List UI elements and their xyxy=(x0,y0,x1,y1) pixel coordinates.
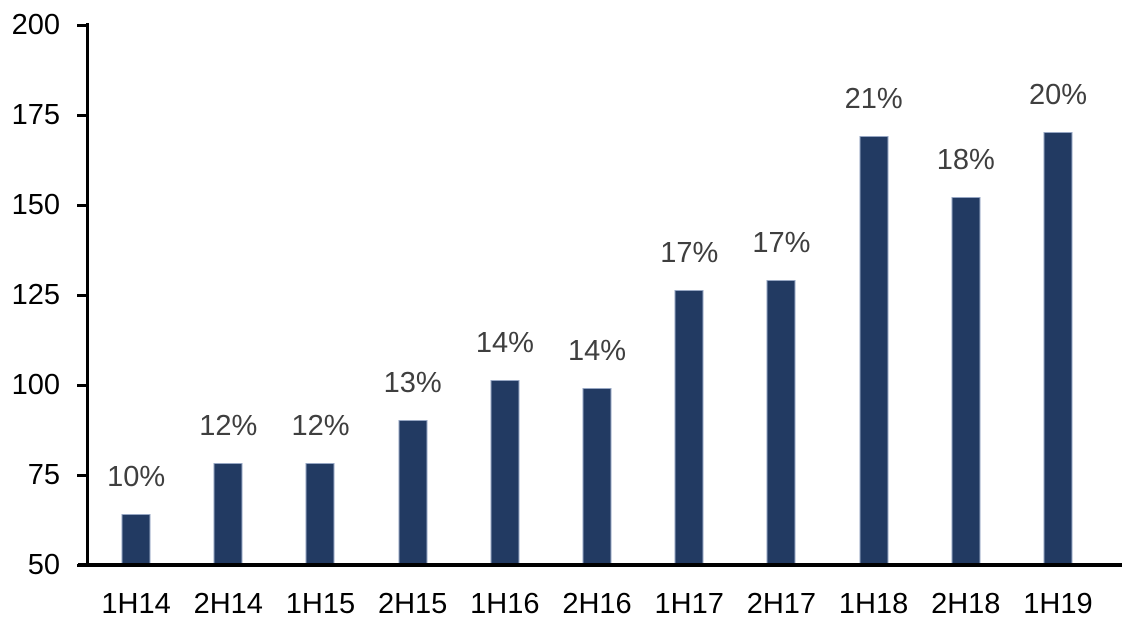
x-category-label: 1H18 xyxy=(838,588,909,620)
bar-value-label: 17% xyxy=(752,226,811,259)
y-tick-label: 100 xyxy=(11,369,60,401)
bar xyxy=(766,279,796,564)
x-category-label: 2H15 xyxy=(377,588,448,620)
bar-value-label: 13% xyxy=(383,367,442,399)
y-tick-mark xyxy=(77,473,87,477)
bar xyxy=(951,196,981,564)
bar-slot: 10% xyxy=(90,0,182,565)
bar-slot: 20% xyxy=(1012,0,1104,565)
bar-value-label: 10% xyxy=(107,460,166,493)
x-category-label: 2H18 xyxy=(931,588,1001,620)
x-category-label: 1H19 xyxy=(1023,588,1093,620)
bar-slot: 17% xyxy=(643,0,735,565)
bar-slot: 12% xyxy=(182,0,274,565)
y-tick-label: 50 xyxy=(27,549,60,581)
bar-value-label: 12% xyxy=(291,410,350,443)
x-axis-labels: 1H14 2H14 1H15 2H15 1H16 2H16 1H17 2H17 1H18 2H18… xyxy=(90,587,1104,621)
y-tick-label: 200 xyxy=(11,9,60,41)
bar xyxy=(213,463,243,564)
bar-value-label: 20% xyxy=(1028,79,1087,111)
bar-slot: 18% xyxy=(920,0,1012,565)
bar xyxy=(121,513,151,564)
x-category-label: 1H17 xyxy=(654,588,724,620)
x-axis-line xyxy=(78,563,1122,567)
x-category-label: 1H15 xyxy=(285,588,356,620)
bar-slot: 14% xyxy=(551,0,643,565)
y-tick-label: 125 xyxy=(11,279,60,311)
bar xyxy=(490,380,520,564)
bar-slot: 12% xyxy=(274,0,366,565)
y-tick-label: 75 xyxy=(27,459,60,491)
bar xyxy=(305,463,335,564)
plot-area: 10% 12% 12% 13% 14% 14% 17% 17% 21% 18% 20% xyxy=(90,0,1104,565)
y-tick-mark xyxy=(77,203,87,207)
bar xyxy=(398,420,428,564)
bar-value-label: 14% xyxy=(568,334,627,367)
x-category-label: 2H16 xyxy=(562,588,632,620)
y-tick-mark xyxy=(77,23,87,27)
bar xyxy=(1043,132,1073,564)
bar-slot: 13% xyxy=(367,0,459,565)
y-tick-mark xyxy=(77,113,87,117)
x-category-label: 1H14 xyxy=(101,588,171,620)
bar xyxy=(674,290,704,564)
x-category-label: 2H14 xyxy=(193,588,263,620)
y-axis-line xyxy=(86,23,89,567)
bar-slot: 14% xyxy=(459,0,551,565)
y-tick-mark xyxy=(77,293,87,297)
bar xyxy=(859,135,889,564)
y-tick-mark xyxy=(77,383,87,387)
bar-value-label: 14% xyxy=(475,327,534,360)
y-tick-label: 175 xyxy=(11,99,60,131)
bar-slot: 17% xyxy=(735,0,827,565)
bar xyxy=(582,387,612,564)
bar-value-label: 12% xyxy=(199,410,258,443)
x-category-label: 2H17 xyxy=(746,588,817,620)
x-category-label: 1H16 xyxy=(470,588,540,620)
bar-value-label: 17% xyxy=(660,237,719,270)
bar-value-label: 21% xyxy=(844,82,903,115)
bar-value-label: 18% xyxy=(936,143,995,176)
bar-slot: 21% xyxy=(828,0,920,565)
y-tick-label: 150 xyxy=(11,189,60,221)
